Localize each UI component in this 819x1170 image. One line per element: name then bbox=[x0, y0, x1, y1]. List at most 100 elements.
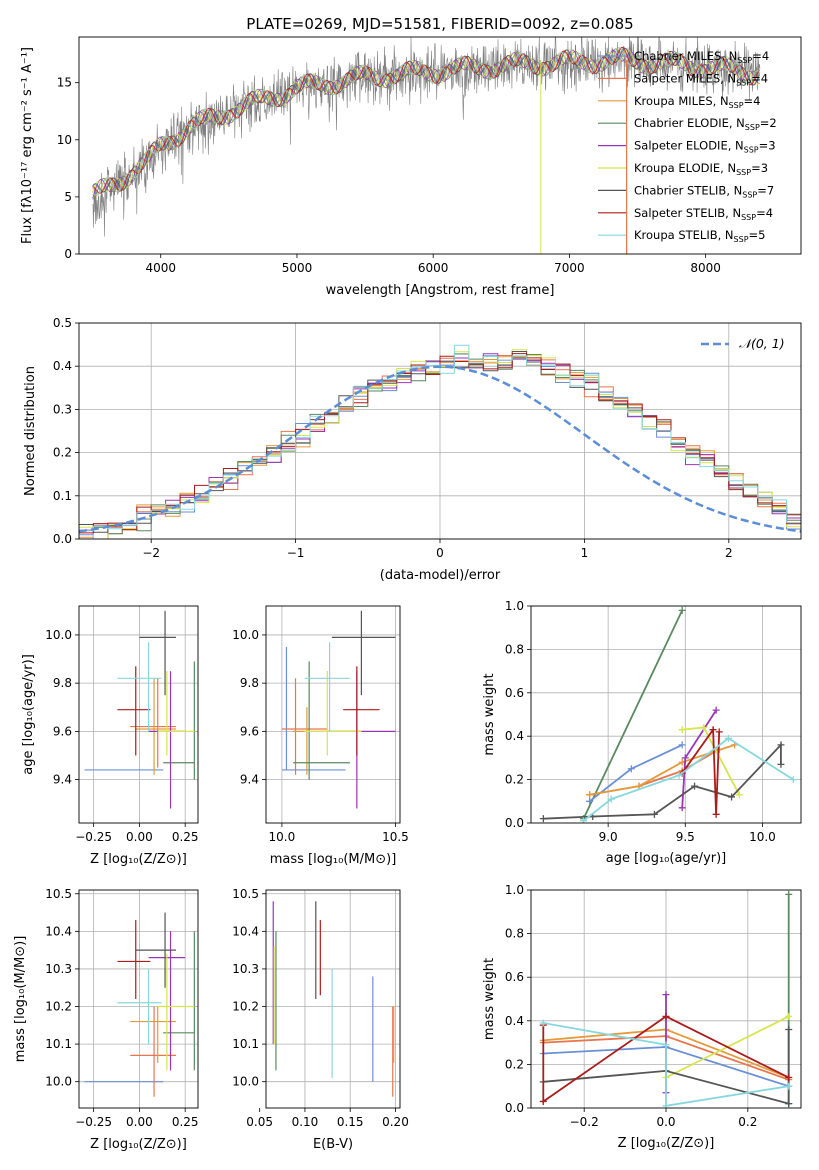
data-spectrum bbox=[92, 37, 761, 237]
y-tick-label: 0.8 bbox=[505, 927, 524, 941]
y-tick-label: 10.3 bbox=[45, 962, 72, 976]
y-tick-label: 9.6 bbox=[53, 724, 72, 738]
panel-mass-vs-ebv: 0.05 0.10 0.15 0.20 10.0 10.1 10.2 10.3 10.4 10.5… bbox=[232, 887, 409, 1152]
weight-line bbox=[681, 709, 717, 808]
weight-marker bbox=[678, 726, 686, 734]
plot-area bbox=[92, 37, 761, 254]
x-tick-label: 0.00 bbox=[126, 830, 153, 844]
legend-entry: Salpeter MILES, NSSP=4 bbox=[634, 71, 768, 87]
panel-histogram: −2 −1 0 1 2 0.0 0.1 0.2 0.3 0.4 0.5 (data-model)/er… bbox=[23, 316, 802, 583]
y-tick-label: 0.4 bbox=[505, 1014, 524, 1028]
x-axis-label: Z [log₁₀(Z/Z⊙)] bbox=[618, 1136, 715, 1151]
y-tick-label: 9.8 bbox=[240, 676, 259, 690]
weight-marker bbox=[662, 1102, 670, 1108]
y-axis-label: Flux [fλ10⁻¹⁷ erg cm⁻² s⁻¹ A⁻¹] bbox=[20, 47, 35, 244]
x-tick-label: −0.25 bbox=[75, 830, 112, 844]
x-tick-label: 9.5 bbox=[676, 830, 695, 844]
figure-title: PLATE=0269, MJD=51581, FIBERID=0092, z=0… bbox=[246, 15, 633, 33]
plot-area bbox=[266, 606, 400, 823]
weight-marker bbox=[662, 991, 670, 999]
legend-entry: Salpeter STELIB, NSSP=4 bbox=[634, 206, 773, 222]
weight-marker bbox=[709, 726, 717, 734]
weight-marker bbox=[607, 795, 615, 803]
weight-marker bbox=[777, 760, 785, 768]
weight-marker bbox=[691, 782, 699, 790]
weight-marker bbox=[678, 804, 686, 812]
y-tick-label: 10.1 bbox=[45, 1037, 72, 1051]
x-tick-label: 0.15 bbox=[337, 1115, 364, 1129]
x-tick-label: 4000 bbox=[145, 261, 176, 275]
weight-line bbox=[542, 1015, 790, 1104]
axes-frame bbox=[78, 889, 199, 1109]
axes-frame bbox=[530, 889, 802, 1109]
weight-marker bbox=[785, 1073, 793, 1081]
x-tick-label: −1 bbox=[287, 546, 305, 560]
x-tick-label: 0.20 bbox=[382, 1115, 409, 1129]
x-tick-label: 10.5 bbox=[382, 830, 409, 844]
y-tick-label: 15 bbox=[57, 76, 72, 90]
y-axis-label: age [log₁₀(age/yr)] bbox=[21, 654, 36, 775]
x-axis-label: E(B-V) bbox=[313, 1137, 353, 1152]
weight-marker bbox=[586, 797, 594, 805]
panel-weight-vs-Z: −0.2 0.0 0.2 0.0 0.2 0.4 0.6 0.8 1.0 Z [log₁₀(Z/Z… bbox=[482, 883, 802, 1151]
y-tick-label: 0.1 bbox=[53, 489, 72, 503]
y-tick-label: 0.5 bbox=[53, 316, 72, 330]
x-tick-label: 0.25 bbox=[172, 1115, 199, 1129]
x-tick-label: 1 bbox=[581, 546, 589, 560]
panel-age-vs-Z: −0.25 0.00 0.25 9.4 9.6 9.8 10.0 Z [log₁₀(Z/Z⊙)… bbox=[21, 605, 199, 867]
legend-entry: Chabrier STELIB, NSSP=7 bbox=[634, 183, 774, 199]
y-tick-label: 5 bbox=[64, 190, 72, 204]
y-tick-label: 1.0 bbox=[505, 883, 524, 897]
x-axis-label: Z [log₁₀(Z/Z⊙)] bbox=[90, 852, 187, 867]
panel-spectrum: 4000 5000 6000 7000 8000 0 5 10 15 wavelength [An… bbox=[20, 36, 802, 298]
y-tick-label: 10.0 bbox=[45, 1075, 72, 1089]
model-spectrum bbox=[92, 47, 761, 193]
x-tick-label: 0.05 bbox=[246, 1115, 273, 1129]
panel-mass-vs-Z: −0.25 0.00 0.25 10.0 10.1 10.2 10.3 10.4 10.5 Z [… bbox=[13, 887, 199, 1152]
weight-marker bbox=[579, 817, 587, 823]
weight-marker bbox=[650, 810, 658, 818]
y-tick-label: 10.0 bbox=[232, 1075, 259, 1089]
weight-line bbox=[582, 609, 684, 820]
legend: Chabrier MILES, NSSP=4 Salpeter MILES, NS… bbox=[598, 49, 777, 244]
panel-age-vs-mass: 10.0 10.5 9.4 9.6 9.8 10.0 mass [log₁₀(M/M⊙)] bbox=[232, 605, 409, 867]
x-axis-label: mass [log₁₀(M/M⊙)] bbox=[270, 852, 397, 867]
weight-line bbox=[543, 1029, 790, 1105]
plot-area bbox=[79, 323, 801, 539]
weight-marker bbox=[586, 791, 594, 799]
weight-marker bbox=[539, 1097, 547, 1105]
x-tick-label: 8000 bbox=[690, 261, 721, 275]
weight-marker bbox=[627, 765, 635, 773]
model-spectrum bbox=[92, 46, 760, 194]
y-tick-label: 0.6 bbox=[505, 970, 524, 984]
x-axis-label: wavelength [Angstrom, rest frame] bbox=[326, 283, 555, 298]
x-tick-label: −0.2 bbox=[570, 1115, 599, 1129]
weight-marker bbox=[662, 1012, 670, 1020]
plot-area bbox=[79, 890, 198, 1108]
plot-area bbox=[266, 890, 400, 1108]
y-tick-label: 0.4 bbox=[53, 359, 72, 373]
model-spectrum bbox=[92, 47, 760, 196]
y-tick-label: 10.5 bbox=[45, 887, 72, 901]
histogram-step bbox=[79, 353, 801, 539]
weight-marker bbox=[675, 771, 683, 779]
y-tick-label: 10.5 bbox=[232, 887, 259, 901]
panel-weight-vs-age: 9.0 9.5 10.0 0.0 0.2 0.4 0.6 0.8 1.0 age [log₁₀(a… bbox=[482, 599, 802, 866]
y-tick-label: 0 bbox=[64, 247, 72, 261]
x-tick-label: 5000 bbox=[282, 261, 313, 275]
y-tick-label: 0.4 bbox=[505, 729, 524, 743]
axes-frame bbox=[78, 36, 802, 255]
weight-line bbox=[589, 744, 735, 796]
y-tick-label: 10.4 bbox=[45, 924, 72, 938]
weight-marker bbox=[785, 1100, 793, 1108]
y-tick-label: 9.4 bbox=[240, 773, 259, 787]
x-tick-label: 0.25 bbox=[172, 830, 199, 844]
y-tick-label: 10.3 bbox=[232, 962, 259, 976]
plot-area bbox=[531, 606, 801, 823]
y-axis-label: Normed distribution bbox=[23, 366, 38, 496]
y-tick-label: 0.6 bbox=[505, 686, 524, 700]
legend-entry: Kroupa STELIB, NSSP=5 bbox=[634, 228, 765, 244]
y-axis-label: mass [log₁₀(M/M⊙)] bbox=[13, 936, 28, 1063]
x-tick-label: −2 bbox=[142, 546, 160, 560]
weight-marker bbox=[735, 791, 743, 799]
